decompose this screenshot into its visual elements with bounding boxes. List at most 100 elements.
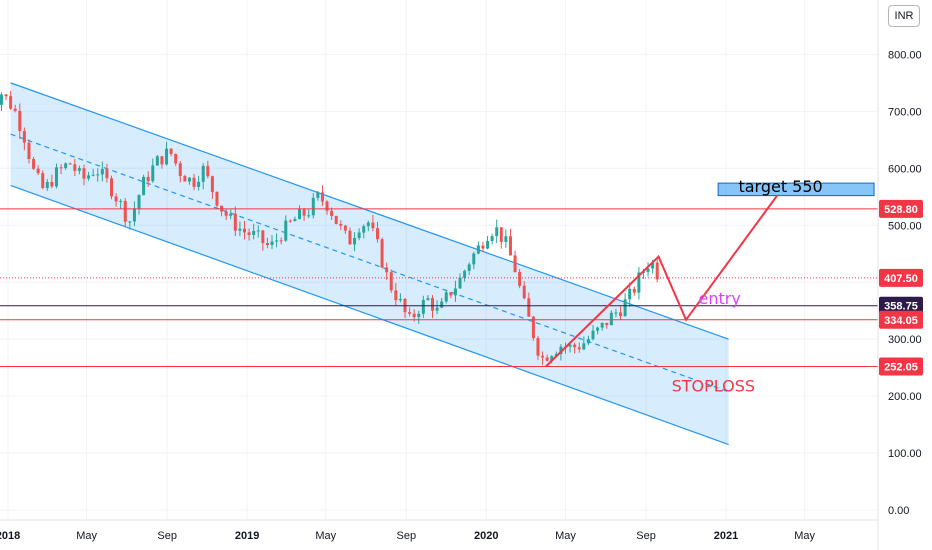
target-box[interactable] [717,182,875,197]
candle-body [128,221,132,223]
candle-body [343,225,347,231]
candle-body [9,96,13,109]
candle-body [256,230,260,232]
candle-body [96,174,100,176]
candle-body [518,272,522,286]
candle-body [449,292,453,296]
candle-body [4,94,8,97]
price-label-text: 334.05 [884,315,918,327]
candle-body [513,255,517,273]
candle-body [614,312,618,314]
currency-selector[interactable]: INR [888,5,920,27]
candle-body [229,213,233,216]
candle-body [183,176,187,182]
candle-body [531,316,535,339]
time-tick-label: May [76,530,97,542]
candle-body [174,153,178,164]
annotation-target[interactable]: target 550 [738,177,822,196]
candle-body [284,220,288,241]
candle-body [114,196,118,202]
candle-body [605,322,609,326]
candle-body [252,230,256,236]
candle-body [609,312,613,326]
channel-upper-line[interactable] [10,82,729,340]
candle-body [476,245,480,254]
candle-body [591,330,595,340]
candle-body [458,277,462,289]
candle-body [155,156,159,166]
price-tick-label: 500.00 [888,220,922,232]
candle-body [398,298,402,301]
candle-body [224,211,228,216]
candle-body [320,192,324,202]
candle-body [362,226,366,233]
annotation-entry[interactable]: entry [698,289,740,308]
chart-grid [0,0,878,520]
price-tick-label: 300.00 [888,334,922,346]
candle-body [389,272,393,291]
candle-body [490,236,494,241]
candle-body [18,110,22,132]
price-label-528-80: 528.80 [879,199,923,218]
candle-body [394,290,398,301]
time-tick-label: 2021 [714,530,738,542]
price-label-text: 358.75 [884,301,918,313]
candle-body [499,227,503,242]
price-label-text: 407.50 [884,273,918,285]
candle-body [302,209,306,216]
candle-body [632,288,636,293]
projection-path[interactable] [545,195,778,368]
candle-body [481,245,485,249]
candle-body [385,267,389,273]
candle-body [27,142,31,160]
candle-body [559,346,563,355]
candle-body [366,222,370,227]
candle-body [536,338,540,356]
price-tick-label: 0.00 [888,505,909,517]
candle-body [105,168,109,179]
candle-body [210,176,214,192]
candle-body [22,131,26,143]
annotation-stoploss[interactable]: STOPLOSS [672,377,755,396]
time-tick-label: Sep [397,530,417,542]
candle-body [651,262,655,269]
time-tick-label: Sep [157,530,177,542]
price-tick-label: 100.00 [888,448,922,460]
candle-body [316,192,320,198]
price-label-text: 252.05 [884,361,918,373]
candle-body [646,268,650,272]
time-axis[interactable]: 2018 May Sep 2019 May Sep 2020 May Sep 2021 May [0,530,816,542]
candle-body [453,288,457,296]
price-label-bg [879,357,923,376]
time-tick-label: May [555,530,576,542]
channel-mid-line[interactable] [10,133,729,393]
candle-body [375,228,379,240]
candle-body [233,213,237,231]
candle-body [137,195,141,209]
candle-body [307,215,311,217]
candle-body [132,208,136,222]
time-tick-label: 2018 [0,530,20,542]
candle-body [334,215,338,224]
price-label-bg [879,296,923,315]
candle-body [13,108,17,111]
candle-body [577,347,581,350]
candle-body [311,197,315,216]
candle-body [371,222,375,229]
candle-body [550,356,554,361]
candle-body [541,355,545,358]
candle-body [178,163,182,177]
candle-body [192,177,196,187]
candle-body [91,174,95,176]
candle-body [444,292,448,302]
candle-body [201,165,205,182]
candle-body [275,240,279,242]
time-tick-label: May [315,530,336,542]
plot-area[interactable]: target 550 entry STOPLOSS [0,82,878,446]
candle-body [261,230,265,244]
candle-body [628,288,632,300]
candle-body [270,241,274,245]
candle-body [619,312,623,317]
candle-body [87,175,91,179]
